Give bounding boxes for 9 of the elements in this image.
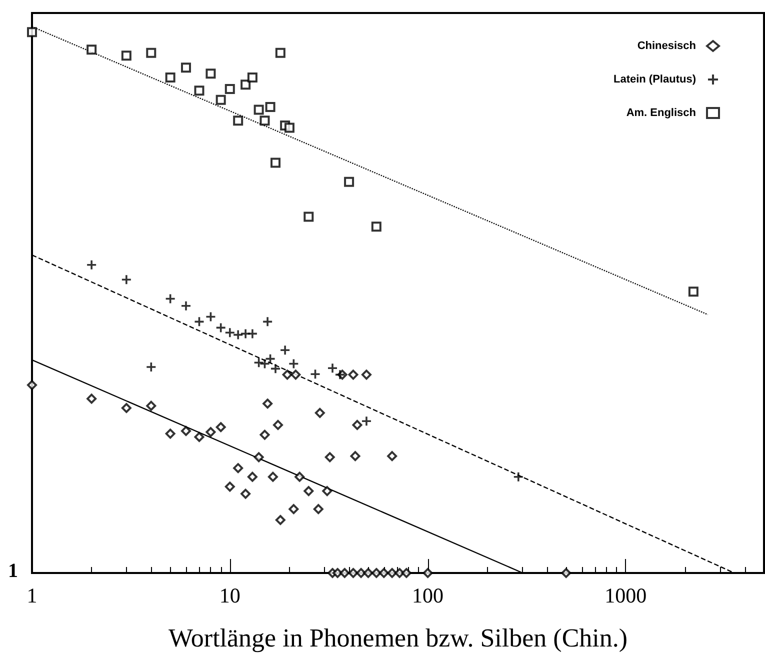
- x-axis-title: Wortlänge in Phonemen bzw. Silben (Chin.): [168, 624, 628, 652]
- legend-label: Chinesisch: [637, 40, 696, 52]
- x-tick-label: 1: [26, 584, 38, 608]
- legend-label: Am. Englisch: [626, 107, 696, 119]
- x-tick-label: 1000: [604, 584, 647, 608]
- text: 1: [8, 560, 18, 582]
- x-tick-label: 10: [219, 584, 240, 608]
- x-tick-label: 100: [412, 584, 444, 608]
- legend-label: Latein (Plautus): [613, 74, 696, 86]
